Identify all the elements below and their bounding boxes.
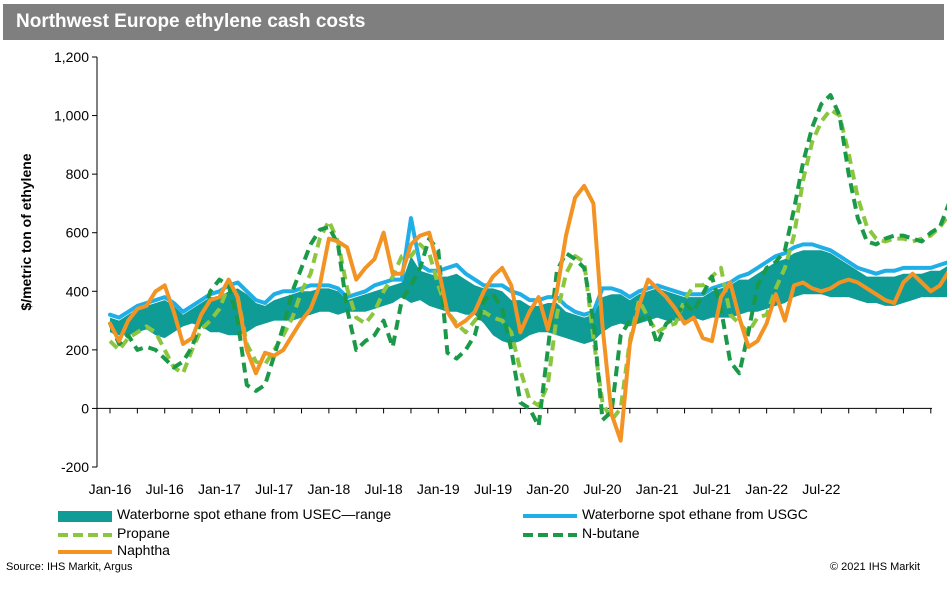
legend-label: Propane [117, 525, 170, 541]
legend-item-range: Waterborne spot ethane from USEC—range [58, 506, 391, 527]
legend-item-usgc: Waterborne spot ethane from USGC [523, 506, 808, 527]
y-tick-label: 200 [66, 342, 90, 358]
y-tick-label: -200 [61, 459, 89, 475]
legend-swatch-nbutane [523, 533, 577, 537]
y-tick-label: 1,000 [54, 108, 89, 124]
x-tick-label: Jul-16 [146, 481, 184, 497]
chart-title: Northwest Europe ethylene cash costs [16, 11, 366, 32]
legend-label: Waterborne spot ethane from USEC—range [117, 506, 392, 522]
legend-swatch-range [58, 511, 112, 522]
series-propane [108, 107, 947, 423]
x-tick-label: Jan-19 [417, 481, 460, 497]
series-usgc [108, 216, 947, 320]
x-tick-label: Jan-16 [89, 481, 132, 497]
legend-swatch-naphtha [58, 550, 112, 554]
legend-item-naphtha: Naphtha [58, 542, 170, 563]
x-tick-label: Jan-18 [307, 481, 350, 497]
x-tick-label: Jan-17 [198, 481, 241, 497]
x-tick-label: Jul-20 [583, 481, 621, 497]
chart-axes: -200 0 200 400 600 800 1,000 1,200 Jan-16 Jul-16 J… [54, 49, 932, 497]
x-tick-label: Jul-19 [474, 481, 512, 497]
copyright-note: © 2021 IHS Markit [830, 561, 921, 573]
x-tick-label: Jan-20 [526, 481, 569, 497]
x-tick-label: Jul-18 [365, 481, 403, 497]
y-axis-label: $/metric ton of ethylene [18, 153, 34, 310]
legend-label: Naphtha [117, 542, 170, 558]
legend-swatch-usgc [523, 514, 577, 518]
legend-label: N-butane [582, 525, 640, 541]
x-tick-label: Jan-21 [636, 481, 679, 497]
series-nbutane [108, 93, 947, 428]
legend-label: Waterborne spot ethane from USGC [582, 506, 808, 522]
y-tick-label: 400 [66, 283, 90, 299]
source-note: Source: IHS Markit, Argus [6, 561, 133, 573]
y-tick-label: 0 [81, 400, 89, 416]
series-usec-range [110, 250, 947, 344]
series-naphtha [108, 183, 947, 443]
x-tick-label: Jul-17 [255, 481, 293, 497]
legend-item-nbutane: N-butane [523, 525, 640, 546]
legend-item-propane: Propane [58, 525, 170, 546]
y-tick-label: 800 [66, 166, 90, 182]
x-tick-label: Jan-22 [745, 481, 788, 497]
x-tick-label: Jul-21 [693, 481, 731, 497]
series-layer [108, 93, 947, 443]
y-tick-label: 1,200 [54, 49, 89, 65]
y-tick-label: 600 [66, 225, 90, 241]
legend-swatch-propane [58, 533, 112, 537]
title-bar: Northwest Europe ethylene cash costs [3, 4, 944, 40]
x-tick-label: Jul-22 [802, 481, 840, 497]
